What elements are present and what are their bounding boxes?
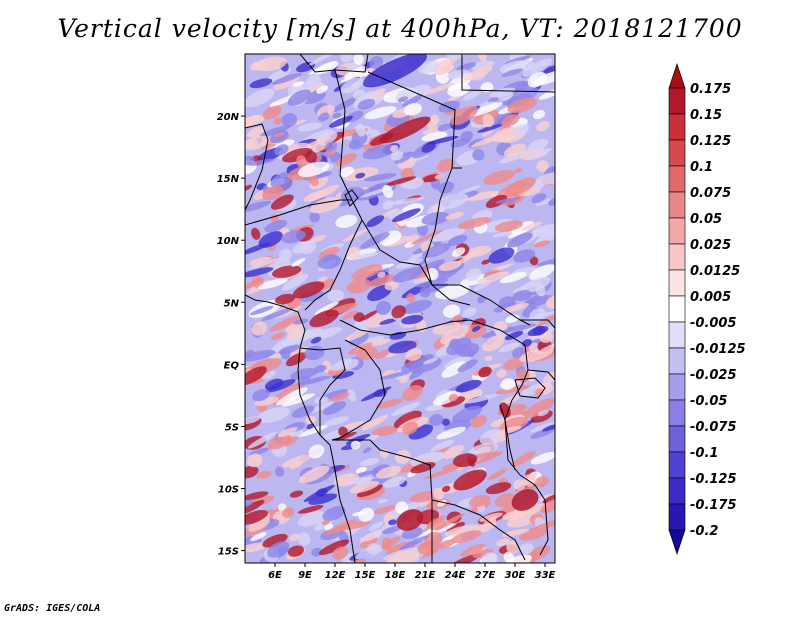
vertical-velocity-field: [245, 54, 555, 563]
border-gabon-congo: [299, 347, 346, 435]
colorbar-box: [668, 217, 686, 245]
lon-tick-label: 33E: [535, 570, 556, 581]
border-angola-coast: [329, 444, 356, 563]
colorbar-level-label: 0.075: [690, 186, 731, 201]
colorbar-box: [668, 321, 686, 349]
lat-tick-label: 5S: [225, 422, 239, 433]
colorbar-level-label: -0.05: [690, 394, 727, 409]
colorbar-box: [668, 373, 686, 401]
lon-tick-label: 24E: [445, 570, 466, 581]
lon-tick-label: 6E: [268, 570, 282, 581]
border-niger-nigeria: [245, 199, 363, 226]
lat-tick-label: EQ: [224, 360, 240, 371]
border-chad-sudan: [424, 167, 453, 286]
border-malawi: [519, 474, 549, 556]
colorbar-top-arrow: [668, 63, 686, 89]
lat-tick-label: 5N: [224, 298, 240, 309]
colorbar-box: [668, 139, 686, 167]
lat-tick-label: 10S: [218, 485, 239, 496]
lat-tick-label: 10N: [217, 236, 240, 247]
colorbar-box: [668, 425, 686, 453]
lon-tick-label: 18E: [385, 570, 406, 581]
latitude-axis: 20N 15N 10N 5N EQ 5S 10S 15S: [217, 112, 245, 558]
colorbar-box: [668, 191, 686, 219]
lon-tick-label: 21E: [415, 570, 436, 581]
colorbar-level-label: 0.05: [690, 212, 722, 227]
colorbar-level-label: -0.005: [690, 316, 737, 331]
grads-credit: GrADS: IGES/COLA: [4, 603, 101, 614]
colorbar-level-label: 0.0125: [690, 264, 740, 279]
colorbar-level-label: -0.2: [690, 524, 718, 539]
map-title: Vertical velocity [m/s] at 400hPa, VT: 2…: [57, 14, 743, 43]
lat-tick-label: 15N: [217, 174, 240, 185]
colorbar-level-label: 0.175: [690, 82, 731, 97]
lon-tick-label: 30E: [505, 570, 526, 581]
border-car-drc: [339, 319, 526, 346]
colorbar-level-label: 0.005: [690, 290, 731, 305]
colorbar-level-label: -0.1: [690, 446, 718, 461]
country-borders: [245, 54, 555, 563]
colorbar-box: [668, 165, 686, 193]
colorbar-box: [668, 113, 686, 141]
lake-chad: [344, 189, 359, 207]
colorbar-level-label: 0.1: [690, 160, 713, 175]
colorbar-level-label: 0.15: [690, 108, 722, 123]
border-libya-chad: [334, 69, 353, 201]
colorbar-level-label: 0.025: [690, 238, 731, 253]
colorbar-level-label: -0.125: [690, 472, 737, 487]
coastline-west: [245, 123, 269, 211]
colorbar-level-label: -0.0125: [690, 342, 746, 357]
colorbar-box: [668, 243, 686, 271]
colorbar-box: [668, 451, 686, 479]
lake-tanganyika: [499, 404, 516, 471]
colorbar-level-label: -0.175: [690, 498, 737, 513]
colorbar: 0.175 0.15 0.125 0.1 0.075 0.05 0.025 0.0125 0.0…: [668, 63, 746, 555]
lat-tick-label: 20N: [217, 112, 240, 123]
colorbar-box: [668, 347, 686, 375]
border-congo-drc: [331, 339, 386, 441]
colorbar-level-label: -0.025: [690, 368, 737, 383]
lake-victoria: [514, 377, 546, 399]
border-chad-car: [361, 219, 471, 306]
colorbar-bottom-arrow: [668, 529, 686, 555]
colorbar-box: [668, 87, 686, 115]
colorbar-box: [668, 477, 686, 505]
colorbar-level-label: -0.075: [690, 420, 737, 435]
plot-frame: [244, 53, 556, 564]
longitude-axis: 6E 9E 12E 15E 18E 21E 24E 27E 30E 33E: [268, 563, 556, 581]
border-kenya: [527, 369, 555, 381]
border-zambia: [454, 504, 526, 561]
coastline-gulf-of-guinea: [245, 294, 331, 446]
border-drc-uganda: [511, 344, 529, 401]
colorbar-box: [668, 269, 686, 297]
colorbar-box: [668, 295, 686, 323]
lon-tick-label: 9E: [298, 570, 312, 581]
border-nigeria-cameroon: [304, 219, 363, 311]
border-libya-egypt: [461, 54, 555, 93]
colorbar-box: [668, 399, 686, 427]
border-libya-sudan: [367, 71, 462, 169]
lon-tick-label: 27E: [475, 570, 496, 581]
border-east-africa: [520, 319, 555, 329]
border-sudan-southsudan: [432, 284, 531, 326]
lon-tick-label: 12E: [325, 570, 346, 581]
lat-tick-label: 15S: [218, 547, 239, 558]
colorbar-box: [668, 503, 686, 531]
colorbar-level-label: 0.125: [690, 134, 731, 149]
lon-tick-label: 15E: [355, 570, 376, 581]
